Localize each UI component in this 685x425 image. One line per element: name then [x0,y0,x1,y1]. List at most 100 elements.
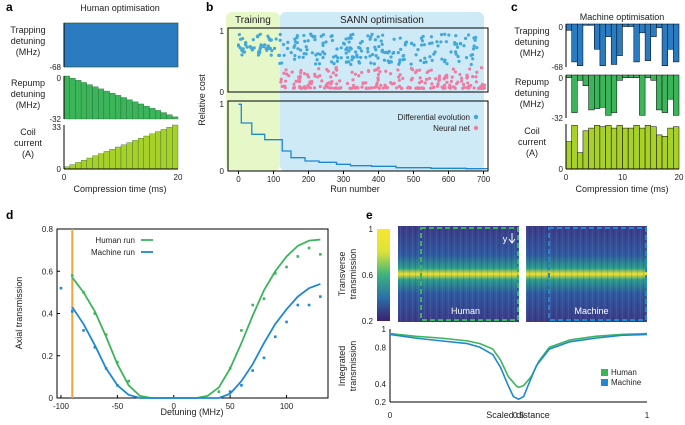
colorbar-tick: 1 [369,225,374,234]
area-step [149,133,156,170]
x-axis-label: Scaled distance [486,410,550,420]
nn-point [350,86,354,90]
de-point [444,40,448,44]
data-point [228,367,232,370]
de-point [398,58,402,62]
nn-point [383,85,388,89]
x-axis-label: Compression time (ms) [575,184,668,194]
de-point [369,61,373,65]
de-point [436,44,440,48]
panel-label: b [206,0,213,14]
de-point [428,41,432,46]
y-axis-label: (MHz) [520,99,545,109]
de-point [339,46,343,50]
top-frame [227,27,489,93]
x-tick: 50 [226,402,235,411]
de-point [428,55,432,59]
nn-point [466,81,470,85]
bar [599,126,606,170]
de-point [396,51,400,55]
y-tick: 0.8 [42,225,54,234]
nn-point [283,79,288,83]
de-point [321,33,326,37]
x-tick: 400 [372,175,386,184]
bar [565,23,572,31]
x-tick: 0 [172,402,177,411]
y-axis-label: (A) [526,148,538,158]
x-axis-label: Run number [330,184,380,194]
area-step [80,82,87,120]
de-point [420,39,425,43]
nn-point [313,72,317,76]
area-step [98,88,105,120]
area-step [80,160,87,170]
bar [673,74,680,116]
data-point [82,291,85,294]
nn-point [284,68,288,72]
nn-point [442,77,446,81]
de-point [469,62,473,67]
bar [577,74,584,81]
bar [627,23,635,27]
data-point [296,303,300,307]
y-axis-label: (MHz) [16,100,41,110]
x-tick: 0 [388,411,393,420]
de-point [474,35,478,39]
de-point [355,53,359,57]
y-axis-label: transmission [348,249,358,300]
nn-point [482,86,486,90]
fit-line [71,283,321,399]
de-point [266,34,270,38]
legend-marker [601,369,608,376]
bar [599,74,606,108]
de-point [471,57,475,61]
data-point [296,255,300,258]
y-tick: -68 [49,63,61,72]
data-point [127,379,130,383]
data-point [251,303,255,307]
nn-point [372,85,377,90]
de-point [278,61,282,66]
nn-point [408,85,412,90]
nn-point [366,68,371,73]
image-texture [526,226,647,322]
de-point [278,38,282,42]
de-point [399,47,403,51]
de-point [440,57,444,61]
area-step [120,144,127,170]
data-point [273,335,277,339]
colorbar-tick: 0.2 [362,317,374,326]
nn-point [329,86,333,90]
de-point [269,53,273,57]
nn-point [308,81,312,85]
de-point [332,61,336,66]
area-step [149,108,156,120]
area-step [120,97,127,120]
y-tick: 0 [57,165,62,174]
y-tick: 0 [559,74,564,83]
nn-point [376,78,380,82]
y-tick: 0.6 [42,267,54,276]
de-point [302,33,306,38]
de-point [432,52,436,56]
de-point [379,39,383,43]
de-point [386,59,390,63]
area-step [132,101,139,120]
y-tick: 0.4 [42,310,54,319]
bar [577,152,584,170]
bar [594,23,601,50]
y-axis-label: (A) [22,149,34,159]
y-axis-label: detuning [515,88,550,98]
y-tick: 0.2 [42,352,54,361]
x-axis-label: Detuning (MHz) [160,407,223,417]
nn-point [307,75,311,79]
nn-point [398,73,402,77]
y-axis-label: Trapping [10,25,45,35]
de-point [416,47,420,52]
nn-point [326,69,330,73]
data-point [262,356,266,360]
nn-point [378,70,382,74]
